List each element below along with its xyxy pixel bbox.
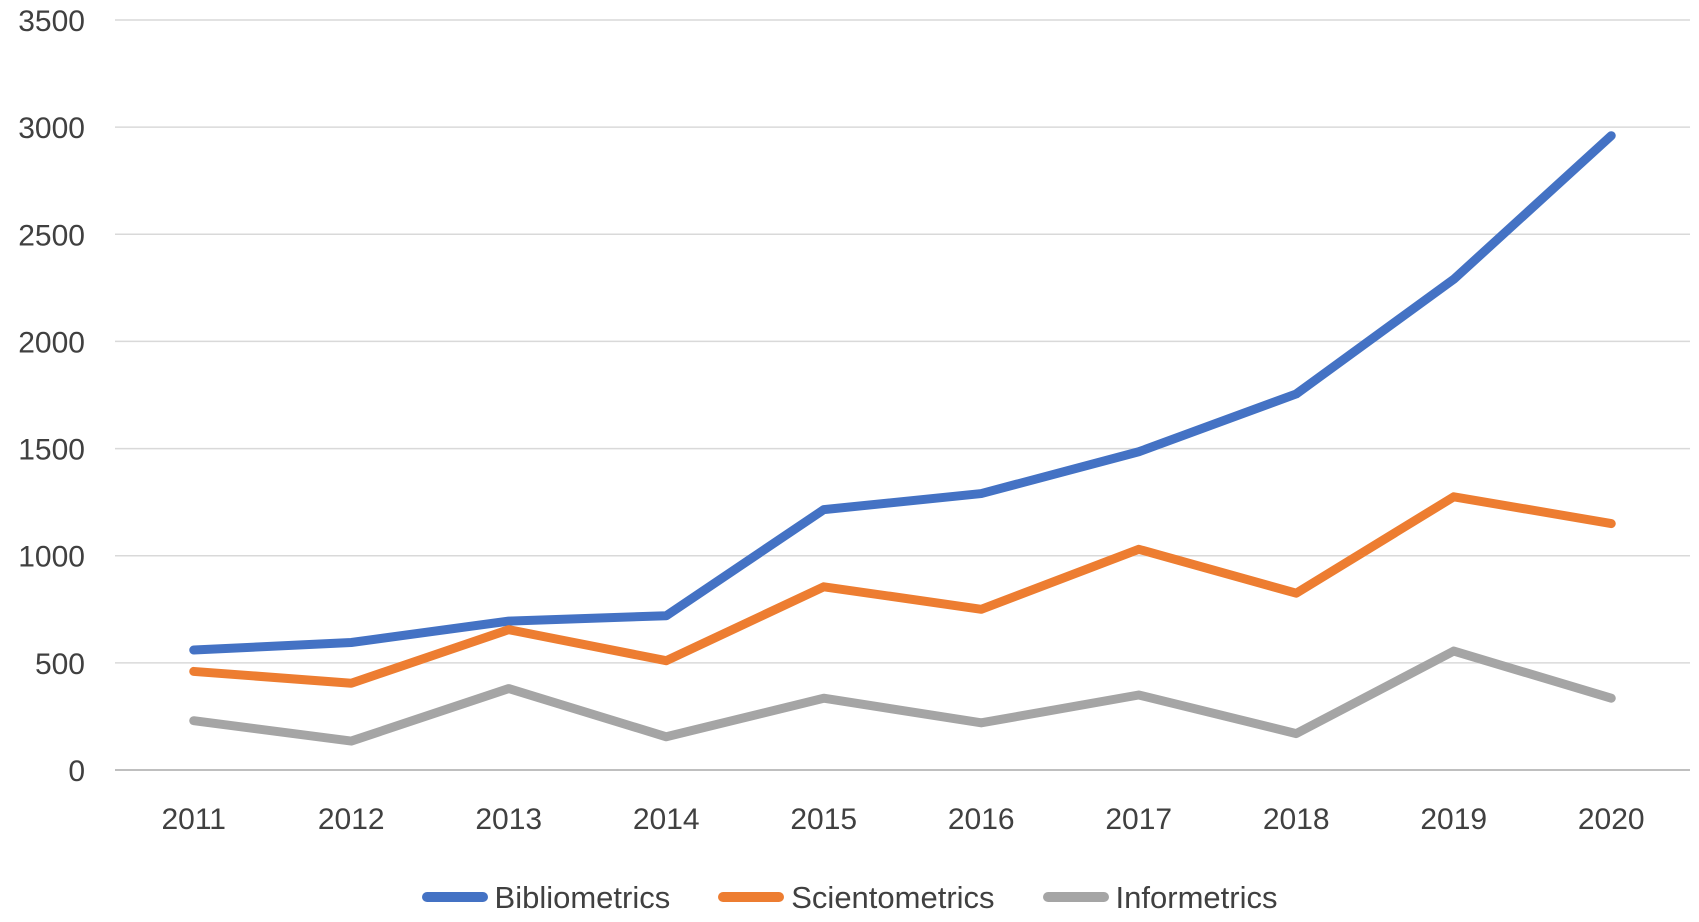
- legend-label: Informetrics: [1115, 879, 1278, 915]
- legend-item-bibliometrics: Bibliometrics: [421, 879, 671, 915]
- series-line-bibliometrics: [189, 131, 1616, 655]
- series-line-scientometrics: [189, 492, 1616, 688]
- x-tick-label: 2014: [633, 803, 700, 836]
- legend-swatch-scientometrics: [718, 892, 785, 902]
- series-line-informetrics: [189, 646, 1616, 746]
- x-tick-label: 2018: [1263, 803, 1330, 836]
- legend-swatch-informetrics: [1042, 892, 1109, 902]
- x-tick-label: 2016: [948, 803, 1015, 836]
- x-tick-label: 2012: [318, 803, 385, 836]
- x-tick-label: 2017: [1105, 803, 1172, 836]
- y-tick-label: 3500: [18, 5, 85, 38]
- x-tick-label: 2015: [790, 803, 857, 836]
- x-tick-label: 2020: [1578, 803, 1645, 836]
- x-tick-label: 2019: [1420, 803, 1487, 836]
- y-tick-label: 2000: [18, 326, 85, 359]
- y-tick-label: 1500: [18, 434, 85, 467]
- y-tick-label: 2500: [18, 219, 85, 252]
- legend-label: Bibliometrics: [494, 879, 671, 915]
- x-tick-label: 2011: [161, 803, 226, 836]
- legend-item-scientometrics: Scientometrics: [718, 879, 995, 915]
- legend-label: Scientometrics: [791, 879, 995, 915]
- chart-legend: Bibliometrics Scientometrics Informetric…: [0, 872, 1699, 922]
- y-tick-label: 0: [68, 755, 85, 788]
- y-tick-label: 3000: [18, 112, 85, 145]
- y-tick-label: 1000: [18, 541, 85, 574]
- y-tick-label: 500: [35, 648, 85, 681]
- legend-swatch-bibliometrics: [421, 892, 488, 902]
- legend-item-informetrics: Informetrics: [1042, 879, 1278, 915]
- plot-area: 0 500 1000 1500 2000 2500 3000 3500 2011 2012 2013…: [18, 5, 1690, 836]
- x-tick-label: 2013: [475, 803, 542, 836]
